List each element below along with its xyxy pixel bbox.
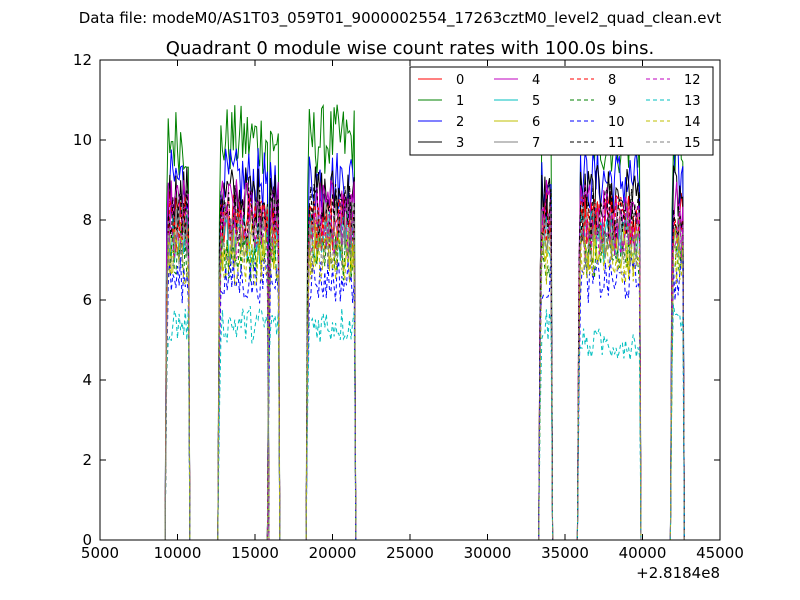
legend-label-10: 10: [608, 115, 625, 130]
series-line-11: [162, 183, 689, 540]
series-line-7: [162, 200, 689, 540]
x-tick-label: 15000: [231, 544, 279, 562]
legend-label-5: 5: [532, 94, 540, 109]
legend-label-9: 9: [608, 94, 616, 109]
y-tick-label: 2: [82, 451, 92, 469]
legend-label-12: 12: [684, 73, 701, 88]
x-tick-label: 20000: [309, 544, 357, 562]
x-tick-label: 5000: [81, 544, 119, 562]
series-line-12: [162, 204, 689, 540]
x-tick-label: 30000: [464, 544, 512, 562]
y-tick-label: 6: [82, 291, 92, 309]
series-line-8: [162, 194, 689, 540]
legend-label-7: 7: [532, 136, 540, 151]
legend-label-14: 14: [684, 115, 701, 130]
y-tick-label: 0: [82, 531, 92, 549]
x-offset-label: +2.8184e8: [636, 564, 720, 582]
legend-label-15: 15: [684, 136, 701, 151]
y-tick-label: 4: [82, 371, 92, 389]
y-tick-label: 12: [73, 51, 92, 69]
series-line-13: [162, 304, 689, 540]
series-line-14: [162, 234, 689, 540]
x-tick-label: 10000: [154, 544, 202, 562]
axes: 5000 10000 15000 20000 25000 30000 35000 40000 4…: [73, 51, 744, 562]
x-tick-label: 45000: [696, 544, 744, 562]
y-tick-label: 8: [82, 211, 92, 229]
legend-label-4: 4: [532, 73, 540, 88]
series-line-15: [162, 216, 689, 540]
legend-label-6: 6: [532, 115, 540, 130]
legend-label-13: 13: [684, 94, 701, 109]
x-tick-label: 40000: [619, 544, 667, 562]
legend-label-11: 11: [608, 136, 625, 151]
series-line-2: [162, 148, 689, 540]
legend-label-1: 1: [456, 94, 464, 109]
legend-box: [409, 66, 714, 156]
x-tick-label: 25000: [386, 544, 434, 562]
legend-label-0: 0: [456, 73, 464, 88]
y-tick-label: 10: [73, 131, 92, 149]
legend-label-8: 8: [608, 73, 616, 88]
x-tick-label: 35000: [541, 544, 589, 562]
series-line-9: [162, 230, 689, 540]
figure-suptitle: Data file: modeM0/AS1T03_059T01_90000025…: [79, 9, 722, 28]
series-line-10: [162, 256, 689, 540]
legend-label-2: 2: [456, 115, 464, 130]
chart-title: Quadrant 0 module wise count rates with …: [166, 38, 655, 59]
legend-label-3: 3: [456, 136, 464, 151]
plot-area: [162, 103, 689, 540]
